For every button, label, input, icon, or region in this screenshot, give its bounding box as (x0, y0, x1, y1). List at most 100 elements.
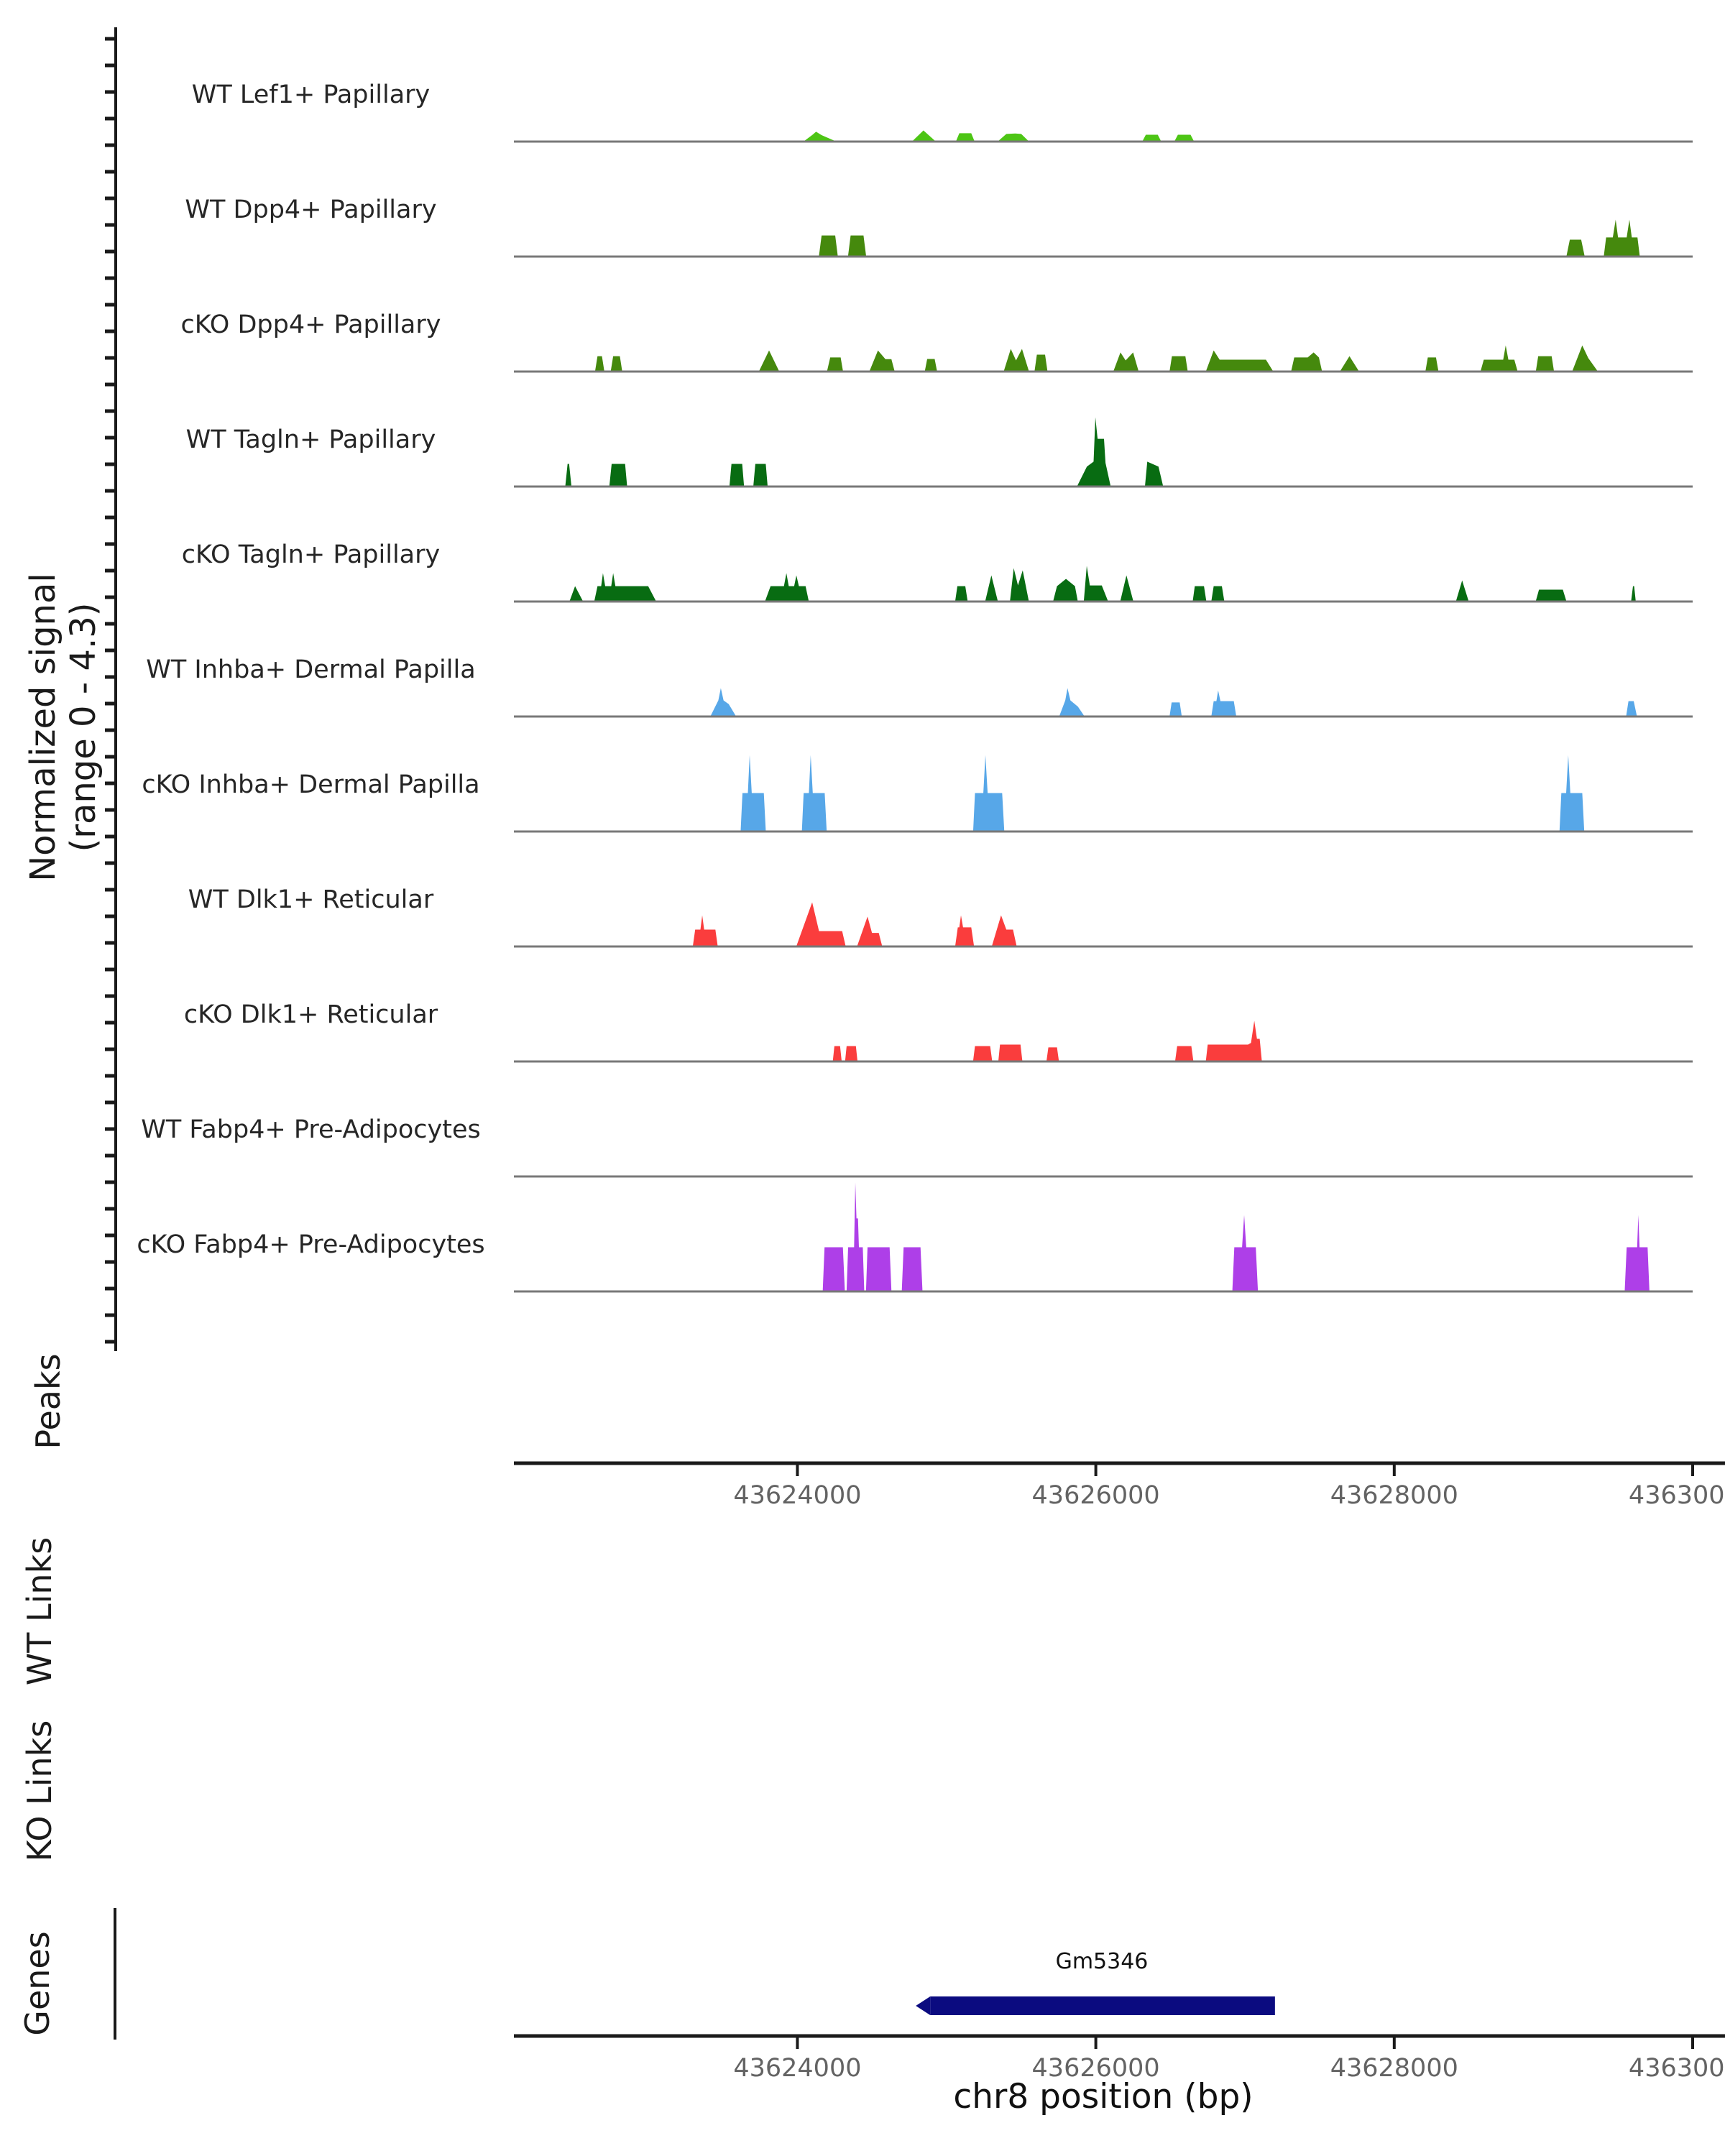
coverage-peak (955, 586, 968, 601)
x-tick-label: 43626000 (1031, 1481, 1160, 1510)
coverage-peak (1291, 352, 1322, 371)
track-label-3: WT Tagln+ Papillary (185, 425, 436, 454)
coverage-peak (901, 1247, 923, 1291)
coverage-peak (1626, 701, 1637, 716)
coverage-peak (1211, 586, 1225, 601)
x-tick-label: 43628000 (1330, 1481, 1458, 1510)
coverage-peak (870, 350, 895, 371)
coverage-peak (594, 573, 656, 601)
coverage-peak (1169, 702, 1182, 716)
coverage-peak (693, 915, 718, 946)
coverage-peak (1631, 586, 1636, 601)
track-label-1: WT Dpp4+ Papillary (185, 195, 437, 224)
coverage-peak (595, 356, 604, 371)
track-label-9: WT Fabp4+ Pre-Adipocytes (141, 1115, 481, 1144)
coverage-peak (1010, 568, 1029, 601)
coverage-peak (846, 1182, 865, 1291)
coverage-peak (1084, 566, 1108, 601)
coverage-peak (804, 132, 834, 141)
coverage-peak (955, 915, 974, 946)
coverage-peak (1192, 586, 1207, 601)
coverage-peak (1077, 417, 1110, 486)
coverage-peak (1624, 1215, 1650, 1291)
coverage-peak (610, 356, 622, 371)
x-axis-title: chr8 position (bp) (953, 2077, 1254, 2116)
track-label-0: WT Lef1+ Papillary (191, 80, 431, 109)
gene-strand-arrow (916, 1996, 931, 2015)
x-tick-label: 43624000 (733, 1481, 862, 1510)
x-tick-label: 43630000 (1628, 1481, 1725, 1510)
coverage-peak (740, 755, 766, 831)
coverage-peak (1340, 356, 1358, 371)
coverage-peak (1604, 219, 1640, 256)
coverage-peak (1120, 575, 1133, 601)
coverage-peak (1572, 345, 1598, 371)
coverage-peak (801, 755, 827, 831)
coverage-peak (857, 916, 883, 946)
coverage-peak (1456, 580, 1468, 601)
track-label-10: cKO Fabp4+ Pre-Adipocytes (137, 1230, 485, 1259)
track-label-8: cKO Dlk1+ Reticular (183, 1000, 438, 1029)
x-tick-label: 43630000 (1628, 2054, 1725, 2083)
track-label-6: cKO Inhba+ Dermal Papilla (142, 770, 480, 799)
coverage-peak (848, 235, 866, 256)
coverage-peak (1059, 688, 1084, 716)
track-label-5: WT Inhba+ Dermal Papilla (146, 655, 476, 684)
coverage-peak (1425, 357, 1439, 371)
track-label-2: cKO Dpp4+ Papillary (180, 310, 441, 339)
section-label-genes: Genes (18, 1931, 57, 2036)
coverage-peak (973, 1046, 993, 1061)
section-label-peaks: Peaks (29, 1353, 68, 1450)
coverage-peak (1232, 1215, 1259, 1291)
coverage-peak (1205, 1021, 1262, 1061)
coverage-peak (1566, 239, 1585, 256)
coverage-peak (1143, 134, 1161, 141)
coverage-peak (609, 464, 627, 486)
coverage-peak (819, 235, 838, 256)
coverage-peak (1559, 755, 1585, 831)
coverage-peak (1211, 690, 1236, 716)
coverage-peak (1169, 356, 1188, 371)
coverage-peak (1536, 356, 1554, 371)
coverage-peak (827, 357, 843, 371)
y-axis-label-line1: Normalized signal (23, 573, 63, 882)
x-tick-label: 43626000 (1031, 2054, 1160, 2083)
coverage-peak (759, 350, 779, 371)
coverage-peak (1481, 345, 1518, 371)
section-label-ko-links: KO Links (20, 1720, 59, 1862)
y-axis-label: Normalized signal (range 0 - 4.3) (23, 573, 104, 881)
coverage-peak (865, 1247, 892, 1291)
coverage-peak (1113, 352, 1138, 371)
coverage-peak (711, 688, 736, 716)
track-label-4: cKO Tagln+ Papillary (181, 540, 441, 569)
coverage-peak (973, 755, 1005, 831)
coverage-peak (998, 133, 1029, 141)
coverage-peak (1175, 1046, 1194, 1061)
coverage-peak (1174, 134, 1194, 141)
coverage-peak (1003, 349, 1029, 371)
coverage-peak (992, 915, 1017, 946)
coverage-peak (565, 464, 571, 486)
coverage-peak (1053, 579, 1078, 601)
gene-end-cap (1264, 1996, 1275, 2015)
x-tick-label: 43628000 (1330, 2054, 1458, 2083)
coverage-peak (753, 464, 768, 486)
coverage-peak (832, 1046, 842, 1061)
gene-body (930, 1996, 1275, 2015)
track-label-7: WT Dlk1+ Reticular (188, 885, 434, 914)
coverage-peak (998, 1044, 1023, 1061)
coverage-peak (1046, 1047, 1059, 1061)
coverage-peak (1206, 350, 1273, 371)
section-label-wt-links: WT Links (20, 1537, 59, 1686)
coverage-peak (913, 130, 935, 141)
coverage-peak (924, 359, 937, 371)
coverage-peak (796, 902, 846, 946)
y-axis-label-line2: (range 0 - 4.3) (63, 602, 104, 852)
coverage-peak (1536, 589, 1566, 601)
coverage-peak (985, 575, 998, 601)
x-tick-label: 43624000 (733, 2054, 862, 2083)
gene-name-label: Gm5346 (1055, 1949, 1149, 1974)
coverage-peak (730, 464, 745, 486)
coverage-peak (1145, 461, 1163, 486)
